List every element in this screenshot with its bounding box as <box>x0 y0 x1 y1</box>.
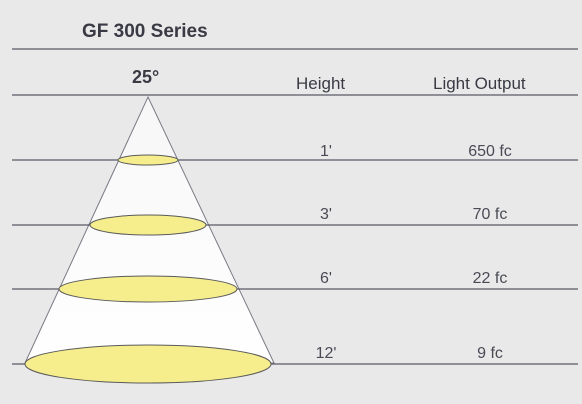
beam-angle-label: 25° <box>132 67 160 87</box>
light-spot-1ft <box>117 154 179 166</box>
row-2-height: 3' <box>320 206 332 223</box>
row-4-output: 9 fc <box>477 345 503 362</box>
row-1-output: 650 fc <box>468 143 512 160</box>
diagram-title: GF 300 Series <box>82 21 208 42</box>
light-spot-6ft <box>58 275 238 303</box>
row-1-height: 1' <box>320 143 332 160</box>
row-4-height: 12' <box>315 345 337 362</box>
light-spot-12ft <box>24 344 272 384</box>
height-column-header: Height <box>296 74 346 93</box>
row-3-height: 6' <box>320 270 332 287</box>
row-2-output: 70 fc <box>472 206 508 223</box>
light-output-column-header: Light Output <box>433 74 526 93</box>
light-spot-3ft <box>89 214 207 236</box>
row-3-output: 22 fc <box>472 270 508 287</box>
